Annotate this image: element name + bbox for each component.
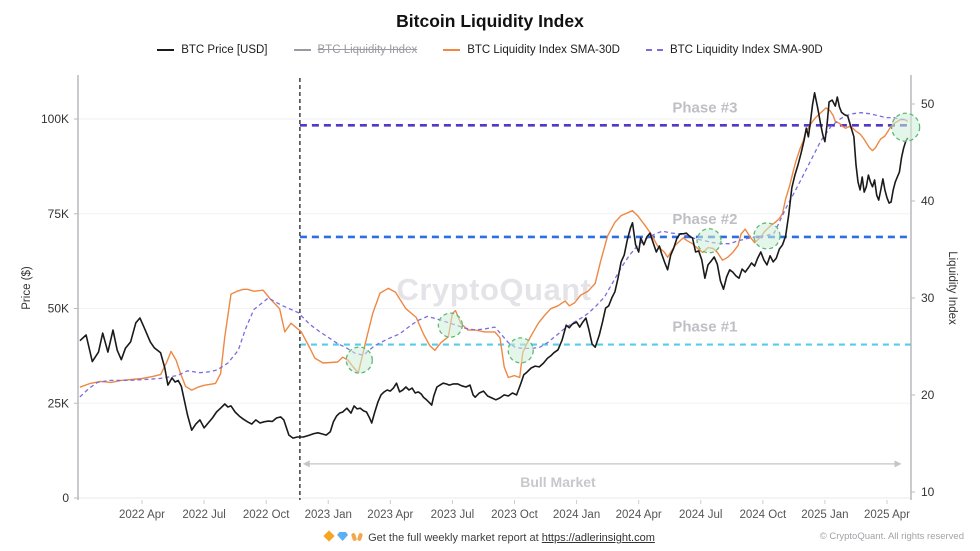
line-swatch-icon	[157, 49, 175, 51]
bull-market-label: Bull Market	[520, 474, 596, 490]
arrowhead-left-icon	[302, 460, 310, 468]
legend-item-label: BTC Liquidity Index SMA-30D	[467, 44, 620, 56]
btc-price-line	[79, 92, 909, 439]
date-axis-tick-label: 2025 Jan	[801, 509, 848, 521]
dashed-line-swatch-icon	[645, 49, 663, 51]
price-axis-tick-label: 100K	[41, 112, 69, 126]
signal-circle-1	[345, 346, 373, 374]
date-axis-tick-label: 2023 Jul	[431, 509, 474, 521]
phase-3-label: Phase #3	[672, 99, 737, 116]
date-axis-tick-label: 2023 Oct	[491, 509, 538, 521]
signal-circle-4	[696, 228, 722, 254]
legend-item-sma-90d[interactable]: BTC Liquidity Index SMA-90D	[645, 44, 823, 56]
date-axis-tick-label: 2022 Oct	[243, 509, 290, 521]
orange-diamond-emoji	[323, 530, 335, 542]
date-axis-tick-label: 2022 Jul	[182, 509, 225, 521]
date-axis-tick-label: 2024 Apr	[616, 509, 662, 521]
index-axis-tick-label: 40	[921, 194, 935, 208]
promo-text: Get the full weekly market report at	[368, 532, 539, 544]
index-axis-tick-label: 30	[921, 291, 935, 305]
cryptoquant-watermark: CryptoQuant	[397, 272, 592, 307]
signal-circle-5	[753, 222, 781, 250]
sma-90d-line	[79, 112, 906, 398]
index-axis-tick-label: 10	[921, 485, 935, 499]
price-axis-title: Price ($)	[21, 266, 33, 310]
line-swatch-icon	[443, 49, 461, 51]
blue-gem-emoji	[337, 532, 349, 541]
price-axis-tick-label: 25K	[48, 396, 69, 410]
date-axis-tick-label: 2024 Jul	[679, 509, 722, 521]
promo-footer: Get the full weekly market report at htt…	[0, 530, 980, 544]
copyright-text: © CryptoQuant. All rights reserved	[819, 531, 964, 542]
phase-1-label: Phase #1	[672, 319, 737, 336]
phase-2-label: Phase #2	[672, 211, 737, 228]
price-axis-tick-label: 0	[62, 491, 69, 505]
date-axis-tick-label: 2024 Jan	[553, 509, 600, 521]
legend-item-btc-price[interactable]: BTC Price [USD]	[157, 44, 268, 56]
sma-30d-line	[79, 107, 909, 391]
legend-item-sma-30d[interactable]: BTC Liquidity Index SMA-30D	[443, 44, 620, 56]
index-axis-tick-label: 50	[921, 97, 935, 111]
raising-hands-emoji	[351, 531, 363, 541]
legend-item-label: BTC Liquidity Index	[317, 44, 418, 56]
signal-circle-2	[437, 312, 463, 338]
date-axis-tick-label: 2025 Apr	[864, 509, 910, 521]
legend-item-label: BTC Liquidity Index SMA-90D	[669, 44, 823, 56]
date-axis-tick-label: 2023 Jan	[305, 509, 352, 521]
index-axis-title: Liquidity Index	[946, 251, 958, 325]
page-title: Bitcoin Liquidity Index	[396, 11, 584, 31]
signal-circle-6	[890, 112, 921, 142]
date-axis-tick-label: 2024 Oct	[739, 509, 786, 521]
line-swatch-icon	[293, 49, 311, 51]
date-axis-tick-label: 2022 Apr	[119, 509, 165, 521]
signal-circle-3	[507, 337, 534, 364]
legend-item-btc-liquidity-index[interactable]: BTC Liquidity Index	[293, 44, 418, 56]
price-axis-tick-label: 75K	[48, 207, 69, 221]
promo-link[interactable]: https://adlerinsight.com	[541, 532, 655, 544]
date-axis-tick-label: 2023 Apr	[367, 509, 413, 521]
legend: BTC Price [USD] BTC Liquidity Index BTC …	[0, 44, 980, 56]
index-axis-tick-label: 20	[921, 388, 935, 402]
legend-item-label: BTC Price [USD]	[181, 44, 268, 56]
price-axis-tick-label: 50K	[48, 302, 69, 316]
arrowhead-right-icon	[894, 460, 902, 468]
